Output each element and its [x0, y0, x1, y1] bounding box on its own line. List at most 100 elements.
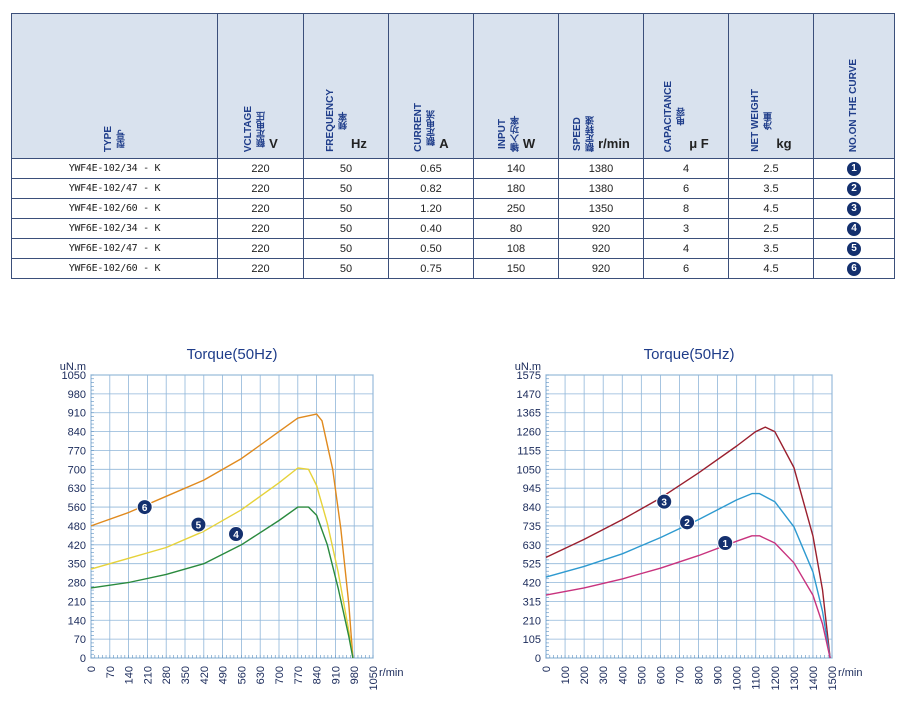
- chart-title: Torque(50Hz): [644, 346, 735, 363]
- torque-chart-right: Torque(50Hz)0105210315420525630735840945…: [515, 346, 863, 690]
- cell-frequency: 50: [303, 258, 389, 279]
- y-tick-label: 420: [523, 578, 541, 590]
- x-tick-label: 1100: [751, 666, 763, 690]
- header-unit: r/min: [598, 136, 630, 151]
- y-tick-label: 1575: [517, 370, 541, 382]
- header-label-cn: 额定转速: [585, 116, 596, 152]
- cell-type: YWF6E-102/60 - K: [11, 258, 218, 279]
- x-tick-label: 140: [124, 666, 136, 684]
- cell-current: 1.20: [388, 198, 474, 219]
- cell-frequency: 50: [303, 238, 389, 259]
- header-label: NO.ON THE CURVE: [848, 58, 859, 152]
- cell-current: 0.50: [388, 238, 474, 259]
- series-line-5: [90, 467, 354, 659]
- cell-frequency: 50: [303, 178, 389, 199]
- header-label: INPUT: [496, 119, 508, 149]
- y-tick-label: 630: [523, 540, 541, 552]
- curve-number-badge: 6: [847, 261, 861, 276]
- cell-curve: 2: [813, 178, 895, 199]
- table-row: YWF6E-102/47 - K 220 50 0.50 108 920 4 3.5 5: [11, 238, 895, 259]
- curve-label-marker: [717, 535, 734, 552]
- header-label-cn: 电容: [676, 107, 687, 126]
- curve-label-text: 2: [684, 518, 690, 529]
- cell-current: 0.65: [388, 158, 474, 179]
- y-tick-label: 70: [74, 634, 86, 646]
- x-axis-label: r/min: [379, 667, 403, 679]
- header-cell: NET WEIGHT 净重 kg: [728, 13, 814, 159]
- x-tick-label: 280: [161, 666, 173, 684]
- header-label-cn: 额定电压: [256, 110, 267, 147]
- table-header-row: TYPE 型号 VCLTAGE 额定电压 V FREQUENCY 频率 Hz CURRENT 额定…: [11, 13, 895, 159]
- header-label-cn: 净重: [763, 111, 774, 130]
- x-tick-label: 1000: [732, 666, 744, 690]
- header-unit: kg: [776, 136, 792, 151]
- y-tick-label: 910: [68, 408, 86, 420]
- curve-label-marker: [679, 514, 696, 531]
- header-unit: Hz: [351, 136, 367, 151]
- x-tick-label: 70: [105, 666, 117, 678]
- x-tick-label: 700: [674, 666, 686, 684]
- header-label-cn: 额定电流: [426, 109, 437, 146]
- cell-weight: 2.5: [728, 158, 814, 179]
- header-cell: SPEED 额定转速 r/min: [558, 13, 644, 159]
- table-row: YWF4E-102/34 - K 220 50 0.65 140 1380 4 2.5 1: [11, 158, 895, 179]
- cell-type: YWF6E-102/34 - K: [11, 218, 218, 239]
- x-tick-label: 980: [349, 666, 361, 684]
- y-tick-label: 350: [68, 559, 86, 571]
- x-tick-label: 400: [617, 666, 629, 684]
- cell-voltage: 220: [217, 158, 304, 179]
- y-tick-label: 700: [68, 464, 86, 476]
- y-tick-label: 1155: [517, 445, 541, 457]
- x-tick-label: 1200: [770, 666, 782, 690]
- header-cell: CURRENT 额定电流 A: [388, 13, 474, 159]
- y-tick-label: 280: [68, 578, 86, 590]
- y-tick-label: 980: [68, 389, 86, 401]
- y-tick-label: 210: [523, 615, 541, 627]
- cell-type: YWF4E-102/47 - K: [11, 178, 218, 199]
- y-tick-label: 770: [68, 445, 86, 457]
- table-row: YWF4E-102/47 - K 220 50 0.82 180 1380 6 3.5 2: [11, 178, 895, 199]
- y-tick-label: 1260: [517, 427, 541, 439]
- header-cell: INPUT 输入功率 W: [473, 13, 559, 159]
- x-tick-label: 900: [713, 666, 725, 684]
- cell-voltage: 220: [217, 218, 304, 239]
- cell-capacitance: 3: [643, 218, 729, 239]
- header-unit: V: [269, 136, 278, 151]
- x-tick-label: 0: [86, 666, 98, 672]
- cell-curve: 5: [813, 238, 895, 259]
- series-line-3: [545, 426, 831, 659]
- cell-speed: 920: [558, 258, 644, 279]
- cell-weight: 3.5: [728, 178, 814, 199]
- curve-number-badge: 4: [847, 221, 861, 236]
- header-label: SPEED: [572, 117, 584, 151]
- cell-speed: 920: [558, 238, 644, 259]
- cell-current: 0.75: [388, 258, 474, 279]
- table-row: YWF4E-102/60 - K 220 50 1.20 250 1350 8 4.5 3: [11, 198, 895, 219]
- y-tick-label: 210: [68, 596, 86, 608]
- series-line-6: [90, 413, 354, 659]
- y-tick-label: 630: [68, 483, 86, 495]
- cell-current: 0.82: [388, 178, 474, 199]
- y-tick-label: 480: [68, 521, 86, 533]
- curve-label-text: 4: [233, 530, 239, 541]
- cell-voltage: 220: [217, 198, 304, 219]
- cell-type: YWF4E-102/34 - K: [11, 158, 218, 179]
- y-tick-label: 525: [523, 559, 541, 571]
- cell-curve: 4: [813, 218, 895, 239]
- x-tick-label: 420: [199, 666, 211, 684]
- x-tick-label: 630: [255, 666, 267, 684]
- y-tick-label: 1365: [517, 408, 541, 420]
- header-unit: W: [522, 136, 536, 151]
- y-axis-label: uN.m: [515, 361, 541, 373]
- x-tick-label: 1050: [368, 666, 380, 690]
- cell-frequency: 50: [303, 158, 389, 179]
- y-tick-label: 0: [535, 653, 541, 665]
- y-tick-label: 105: [523, 634, 541, 646]
- header-label-cn: 频率: [338, 111, 349, 130]
- cell-speed: 920: [558, 218, 644, 239]
- header-label: TYPE: [102, 125, 114, 152]
- curve-label-text: 3: [661, 497, 667, 508]
- cell-speed: 1380: [558, 158, 644, 179]
- cell-voltage: 220: [217, 178, 304, 199]
- series-line-2: [545, 492, 831, 659]
